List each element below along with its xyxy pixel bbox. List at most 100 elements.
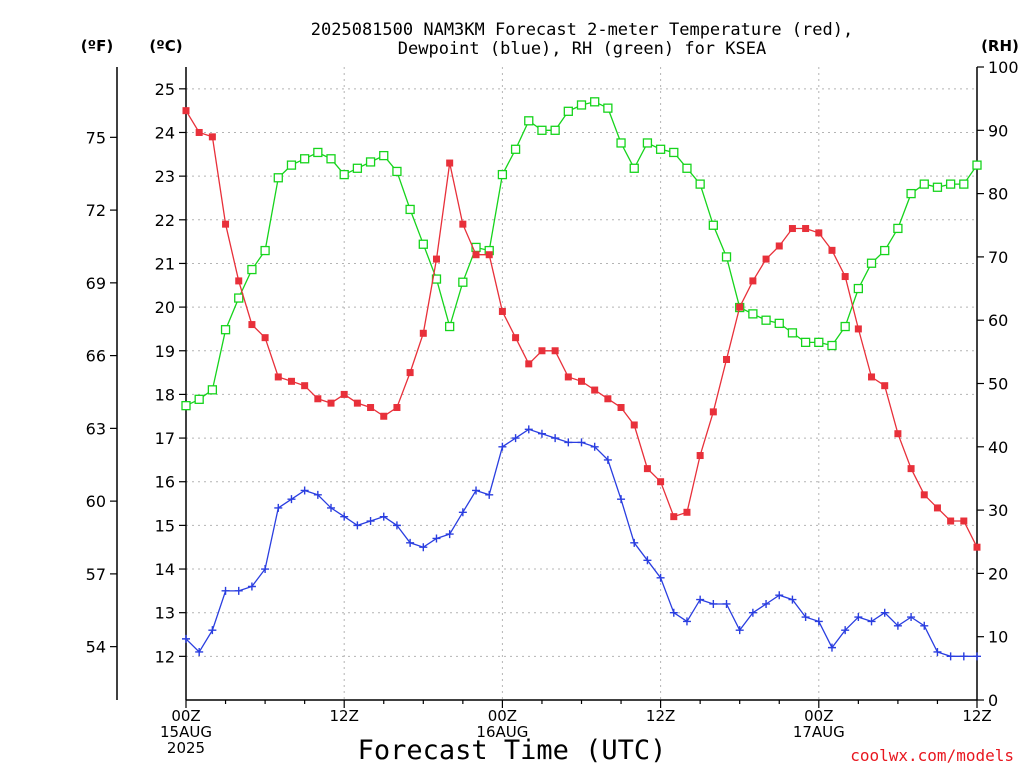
- dewpoint-point: [617, 495, 626, 504]
- rh-point: [352, 163, 363, 173]
- temperature-point: [736, 303, 744, 311]
- dewpoint-point: [274, 503, 283, 512]
- temperature-point: [933, 504, 941, 512]
- dewpoint-point: [551, 434, 560, 443]
- x-tick-label: 12Z: [330, 707, 359, 725]
- fahrenheit-tick-label: 57: [86, 565, 106, 584]
- celsius-tick-label: 14: [155, 560, 175, 579]
- temperature-point: [353, 399, 361, 407]
- temperature-point: [643, 465, 651, 473]
- rh-point: [286, 160, 297, 170]
- temperature-point: [248, 321, 256, 329]
- rh-point: [563, 106, 573, 116]
- rh-tick-label: 60: [988, 311, 1008, 330]
- rh-tick-label: 30: [988, 501, 1008, 520]
- dewpoint-point: [498, 442, 507, 451]
- dewpoint-point: [893, 621, 902, 630]
- rh-point: [326, 154, 336, 164]
- dewpoint-point: [696, 595, 705, 604]
- fahrenheit-tick-label: 75: [86, 128, 106, 147]
- rh-point: [655, 144, 666, 154]
- celsius-tick-label: 23: [155, 167, 175, 186]
- rh-tick-label: 100: [988, 58, 1019, 77]
- rh-point: [840, 321, 850, 332]
- dewpoint-point: [182, 634, 190, 643]
- dewpoint-point: [340, 512, 349, 521]
- dewpoint-point: [682, 617, 691, 626]
- rh-point: [616, 138, 626, 148]
- rh-point: [906, 188, 916, 199]
- temperature-point: [670, 513, 678, 521]
- dewpoint-point: [300, 486, 309, 495]
- dewpoint-point: [458, 508, 467, 517]
- x-tick-label: 00Z: [804, 707, 833, 725]
- rh-point: [761, 315, 771, 325]
- rh-point: [458, 277, 468, 287]
- celsius-tick-label: 16: [155, 473, 175, 492]
- temperature-point: [960, 517, 968, 525]
- x-tick-label: 12Z: [646, 707, 675, 725]
- rh-point: [629, 163, 639, 173]
- temperature-point: [182, 107, 190, 115]
- temperature-point: [301, 382, 309, 390]
- fahrenheit-tick-label: 72: [86, 201, 106, 220]
- rh-line: [185, 101, 978, 407]
- temperature-point: [512, 334, 520, 342]
- dewpoint-point: [801, 613, 810, 622]
- rh-tick-label: 90: [988, 121, 1008, 140]
- temperature-point: [459, 220, 467, 228]
- rh-point: [800, 337, 811, 348]
- temperature-point: [868, 373, 876, 381]
- temperature-point: [775, 242, 783, 250]
- x-tick-label: 15AUG: [160, 723, 212, 741]
- temperature-point: [762, 255, 770, 263]
- rh-point: [682, 163, 692, 173]
- dewpoint-point: [775, 591, 784, 600]
- rh-point: [313, 147, 323, 158]
- dewpoint-point: [379, 512, 388, 521]
- rh-tick-label: 0: [988, 691, 998, 710]
- dewpoint-point: [208, 626, 217, 635]
- temperature-point: [815, 229, 823, 237]
- temperature-point: [604, 395, 612, 403]
- temperature-point: [261, 334, 269, 342]
- dewpoint-point: [880, 608, 889, 617]
- rh-point: [537, 125, 547, 135]
- celsius-tick-label: 25: [155, 80, 175, 99]
- celsius-tick-label: 13: [155, 604, 175, 623]
- x-tick-label: 00Z: [171, 707, 200, 725]
- temperature-point: [617, 404, 625, 412]
- temperature-point: [380, 412, 388, 420]
- dewpoint-point: [643, 556, 652, 565]
- temperature-point: [920, 491, 928, 499]
- dewpoint-point: [577, 438, 586, 447]
- x-tick-label: 12Z: [962, 707, 991, 725]
- dewpoint-point: [261, 565, 270, 574]
- temperature-series: [182, 107, 981, 551]
- rh-point: [827, 340, 837, 351]
- rh-point: [207, 385, 218, 395]
- rh-point: [510, 144, 521, 154]
- temperature-point: [881, 382, 889, 390]
- chart-title: 2025081500 NAM3KM Forecast 2-meter Tempe…: [311, 20, 853, 59]
- temperature-point: [235, 277, 243, 285]
- x-tick-label: 16AUG: [476, 723, 528, 741]
- chart-title-line-2: Dewpoint (blue), RH (green) for KSEA: [398, 39, 766, 59]
- celsius-tick-label: 12: [155, 647, 175, 666]
- dewpoint-point: [722, 599, 731, 608]
- dewpoint-line: [185, 428, 977, 657]
- temperature-point: [446, 159, 454, 167]
- celsius-tick-label: 18: [155, 385, 175, 404]
- rh-point: [590, 97, 600, 107]
- temperature-point: [208, 133, 216, 141]
- fahrenheit-tick-label: 66: [86, 347, 106, 366]
- temperature-point: [287, 377, 295, 385]
- rh-point: [405, 204, 415, 215]
- dewpoint-point: [669, 608, 678, 617]
- rh-point: [497, 169, 508, 180]
- temperature-point: [551, 347, 559, 355]
- temperature-point: [578, 377, 585, 385]
- temperature-point: [709, 408, 717, 416]
- dewpoint-point: [234, 586, 243, 595]
- dewpoint-point: [907, 613, 916, 622]
